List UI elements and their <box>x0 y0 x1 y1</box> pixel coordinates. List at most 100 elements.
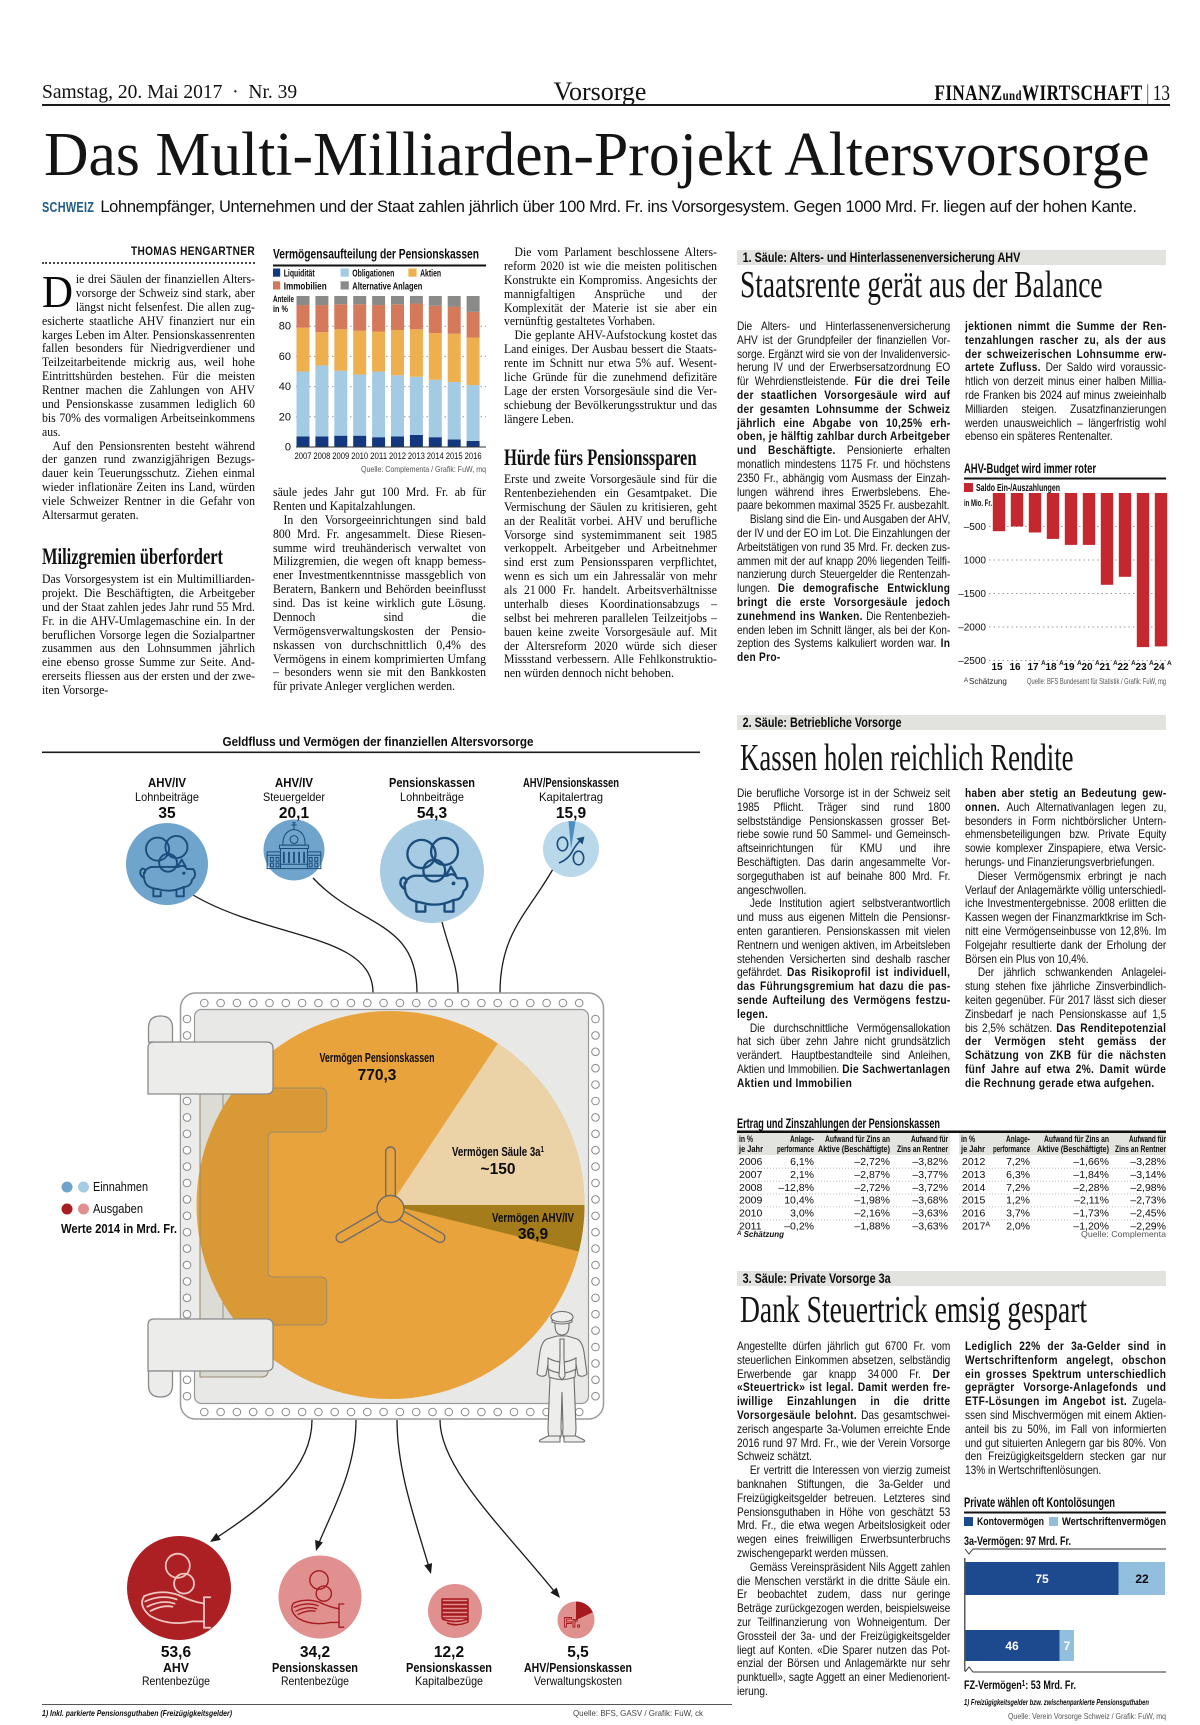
svg-text:Quelle: Verein Vorsorge Schwei: Quelle: Verein Vorsorge Schweiz / Grafik… <box>1008 1711 1166 1721</box>
svg-text:Kapitalbezüge: Kapitalbezüge <box>415 1674 483 1688</box>
svg-text:2013: 2013 <box>962 1169 986 1181</box>
svg-text:2012: 2012 <box>389 451 406 462</box>
svg-text:Einnahmen: Einnahmen <box>93 1180 148 1194</box>
svg-text:1) Inkl. parkierte Pensionsgut: 1) Inkl. parkierte Pensionsguthaben (Fre… <box>42 1708 232 1718</box>
svg-text:Vermögen AHV/IV: Vermögen AHV/IV <box>492 1211 575 1225</box>
svg-text:Ertrag und Zinszahlungen der P: Ertrag und Zinszahlungen der Pensionskas… <box>737 1116 940 1131</box>
svg-text:–2,98%: –2,98% <box>1130 1182 1166 1194</box>
svg-text:2,1%: 2,1% <box>790 1169 814 1181</box>
svg-text:performance: performance <box>777 1144 814 1154</box>
svg-text:2016: 2016 <box>465 451 482 462</box>
svg-text:2009: 2009 <box>739 1195 763 1207</box>
svg-text:A: A <box>1167 660 1172 667</box>
svg-text:–12,8%: –12,8% <box>778 1182 814 1194</box>
svg-text:2011: 2011 <box>370 451 387 462</box>
svg-text:34,2: 34,2 <box>300 1644 330 1661</box>
svg-text:2010: 2010 <box>739 1208 763 1220</box>
svg-text:40: 40 <box>279 381 291 393</box>
svg-text:6,3%: 6,3% <box>1006 1169 1030 1181</box>
svg-text:A: A <box>1113 660 1118 667</box>
svg-text:12,2: 12,2 <box>434 1644 464 1661</box>
svg-text:2012: 2012 <box>962 1156 986 1168</box>
svg-text:–2,28%: –2,28% <box>1073 1182 1109 1194</box>
svg-text:2009: 2009 <box>332 451 349 462</box>
svg-text:20: 20 <box>1081 662 1093 673</box>
svg-text:10,4%: 10,4% <box>784 1195 814 1207</box>
svg-text:2013: 2013 <box>408 451 425 462</box>
svg-text:Rentenbezüge: Rentenbezüge <box>142 1674 210 1688</box>
svg-text:–3,14%: –3,14% <box>1130 1169 1166 1181</box>
svg-text:5,5: 5,5 <box>567 1644 589 1661</box>
svg-text:AHV/IV: AHV/IV <box>275 776 314 790</box>
svg-text:–0,2%: –0,2% <box>784 1221 814 1233</box>
svg-text:Lohnbeiträge: Lohnbeiträge <box>400 790 464 804</box>
svg-text:–3,63%: –3,63% <box>912 1208 948 1220</box>
svg-text:AHV/IV: AHV/IV <box>148 776 187 790</box>
svg-text:je Jahr: je Jahr <box>738 1144 763 1154</box>
svg-text:Vermögen Pensionskassen: Vermögen Pensionskassen <box>320 1051 435 1065</box>
svg-text:A: A <box>1077 660 1082 667</box>
svg-text:–1,84%: –1,84% <box>1073 1169 1109 1181</box>
svg-text:23: 23 <box>1135 662 1147 673</box>
svg-text:–3,72%: –3,72% <box>912 1182 948 1194</box>
svg-text:–1,73%: –1,73% <box>1073 1208 1109 1220</box>
svg-text:–2,29%: –2,29% <box>1130 1221 1166 1233</box>
svg-text:22: 22 <box>1135 1572 1149 1586</box>
svg-text:53,6: 53,6 <box>161 1644 192 1661</box>
svg-text:1,2%: 1,2% <box>1006 1195 1030 1207</box>
svg-text:Obligationen: Obligationen <box>352 268 394 280</box>
svg-text:–2,72%: –2,72% <box>854 1156 890 1168</box>
svg-text:1000: 1000 <box>964 556 987 567</box>
svg-text:2008: 2008 <box>739 1182 763 1194</box>
svg-text:–2,87%: –2,87% <box>854 1169 890 1181</box>
svg-text:Quelle: Complementa / Grafik:: Quelle: Complementa / Grafik: FuW, mq <box>361 464 486 474</box>
svg-text:21: 21 <box>1099 662 1111 673</box>
svg-text:–2,16%: –2,16% <box>854 1208 890 1220</box>
svg-text:22: 22 <box>1117 662 1129 673</box>
svg-text:–1,88%: –1,88% <box>854 1221 890 1233</box>
svg-text:Wertschriftenvermögen: Wertschriftenvermögen <box>1062 1516 1166 1528</box>
svg-text:2016: 2016 <box>962 1208 986 1220</box>
svg-text:1) Freizügigkeitsgelder bzw. z: 1) Freizügigkeitsgelder bzw. zwischenpar… <box>964 1697 1149 1707</box>
svg-text:Aktive (Beschäftigte): Aktive (Beschäftigte) <box>818 1144 890 1154</box>
svg-text:A: A <box>1041 660 1046 667</box>
svg-text:2010: 2010 <box>351 451 368 462</box>
svg-text:–500: –500 <box>964 522 987 533</box>
svg-text:16: 16 <box>1009 662 1021 673</box>
svg-text:AHV-Budget wird immer roter: AHV-Budget wird immer roter <box>964 461 1097 476</box>
svg-text:in %: in % <box>739 1134 753 1144</box>
svg-text:6,1%: 6,1% <box>790 1156 814 1168</box>
svg-text:Private wählen oft Kontolösung: Private wählen oft Kontolösungen <box>964 1495 1115 1510</box>
svg-text:80: 80 <box>279 321 291 333</box>
svg-text:46: 46 <box>1005 1639 1019 1653</box>
svg-text:Anlage-: Anlage- <box>1006 1134 1030 1144</box>
svg-text:A: A <box>1095 660 1100 667</box>
svg-text:Saldo Ein-/Auszahlungen: Saldo Ein-/Auszahlungen <box>976 482 1060 494</box>
svg-text:Aktien: Aktien <box>420 268 441 280</box>
svg-text:2007: 2007 <box>739 1169 763 1181</box>
svg-text:Ausgaben: Ausgaben <box>93 1202 143 1216</box>
svg-text:2011: 2011 <box>739 1221 762 1233</box>
svg-text:Pensionskassen: Pensionskassen <box>272 1661 358 1675</box>
svg-text:–1,66%: –1,66% <box>1073 1156 1109 1168</box>
svg-text:–3,63%: –3,63% <box>912 1221 948 1233</box>
svg-text:36,9: 36,9 <box>518 1226 549 1243</box>
svg-text:2007: 2007 <box>295 451 312 462</box>
svg-text:Lohnbeiträge: Lohnbeiträge <box>135 790 199 804</box>
svg-text:35: 35 <box>158 805 176 822</box>
svg-text:Anteile: Anteile <box>273 294 294 305</box>
svg-text:–1,98%: –1,98% <box>854 1195 890 1207</box>
svg-text:AHV/Pensionskassen: AHV/Pensionskassen <box>524 1661 632 1675</box>
svg-text:15,9: 15,9 <box>556 805 587 822</box>
svg-text:–2,73%: –2,73% <box>1130 1195 1166 1207</box>
svg-text:17: 17 <box>1027 662 1039 673</box>
svg-text:–2500: –2500 <box>958 656 986 667</box>
svg-text:19: 19 <box>1063 662 1075 673</box>
svg-text:AHV: AHV <box>163 1661 190 1675</box>
svg-text:15: 15 <box>991 662 1003 673</box>
svg-text:–2000: –2000 <box>958 623 986 634</box>
svg-text:performance: performance <box>993 1144 1030 1154</box>
svg-text:Pensionskassen: Pensionskassen <box>406 1661 492 1675</box>
svg-text:18: 18 <box>1045 662 1057 673</box>
svg-text:Zins an Rentner: Zins an Rentner <box>897 1144 948 1154</box>
